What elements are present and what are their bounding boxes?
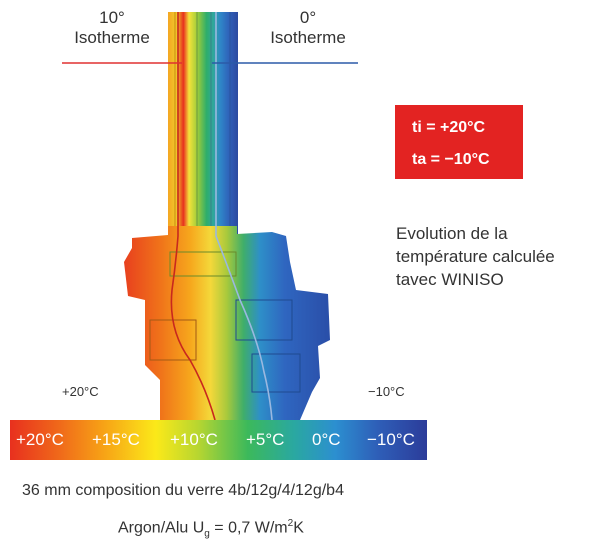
argon-sub: g <box>204 528 210 540</box>
argon-u-value: Argon/Alu Ug = 0,7 W/m2K <box>118 518 304 540</box>
isotherm-10-text: Isotherme <box>74 28 150 47</box>
ti-value: ti = +20°C <box>412 119 486 136</box>
scale-label: +5°C <box>246 430 285 449</box>
frame-inner-detail <box>235 299 293 341</box>
scale-label: +20°C <box>16 430 64 449</box>
argon-suffix: K <box>293 519 304 537</box>
outside-temp-label: −10°C <box>368 384 405 399</box>
window-frame-profile <box>124 226 330 420</box>
argon-prefix: Argon/Alu U <box>118 519 205 537</box>
isotherm-0-label: 0° Isotherme <box>258 8 358 48</box>
frame-inner-detail <box>149 319 197 361</box>
isotherm-10-curve <box>170 12 216 420</box>
isotherm-10-label: 10° Isotherme <box>62 8 162 48</box>
glass-composition: 36 mm composition du verre 4b/12g/4/12g/… <box>22 482 344 499</box>
description-line: Evolution de la <box>396 224 508 243</box>
frame-inner-detail <box>251 353 301 393</box>
frame-inner-detail <box>169 251 237 277</box>
temperature-color-scale: +20°C +15°C +10°C +5°C 0°C −10°C <box>10 420 427 460</box>
isotherm-0-text: Isotherme <box>270 28 346 47</box>
description-line: tavec WINISO <box>396 270 504 289</box>
inside-temp-label: +20°C <box>62 384 99 399</box>
isotherm-0-curve <box>215 12 273 420</box>
scale-label: −10°C <box>367 430 415 449</box>
temperature-box: ti = +20°C ta = −10°C <box>395 105 523 179</box>
ta-value: ta = −10°C <box>412 151 490 168</box>
window-thermal-diagram <box>62 12 358 420</box>
argon-value: = 0,7 W/m <box>209 519 288 537</box>
scale-label: +15°C <box>92 430 140 449</box>
isotherm-0-degree: 0° <box>299 8 317 27</box>
description-text: Evolution de la température calculée tav… <box>396 222 555 291</box>
glass-pane <box>168 12 238 247</box>
isotherm-10-degree: 10° <box>99 8 125 27</box>
scale-label: +10°C <box>170 430 218 449</box>
description-line: température calculée <box>396 247 555 266</box>
scale-label: 0°C <box>312 430 341 449</box>
scale-labels: +20°C +15°C +10°C +5°C 0°C −10°C <box>10 420 427 460</box>
argon-sup: 2 <box>287 518 294 529</box>
